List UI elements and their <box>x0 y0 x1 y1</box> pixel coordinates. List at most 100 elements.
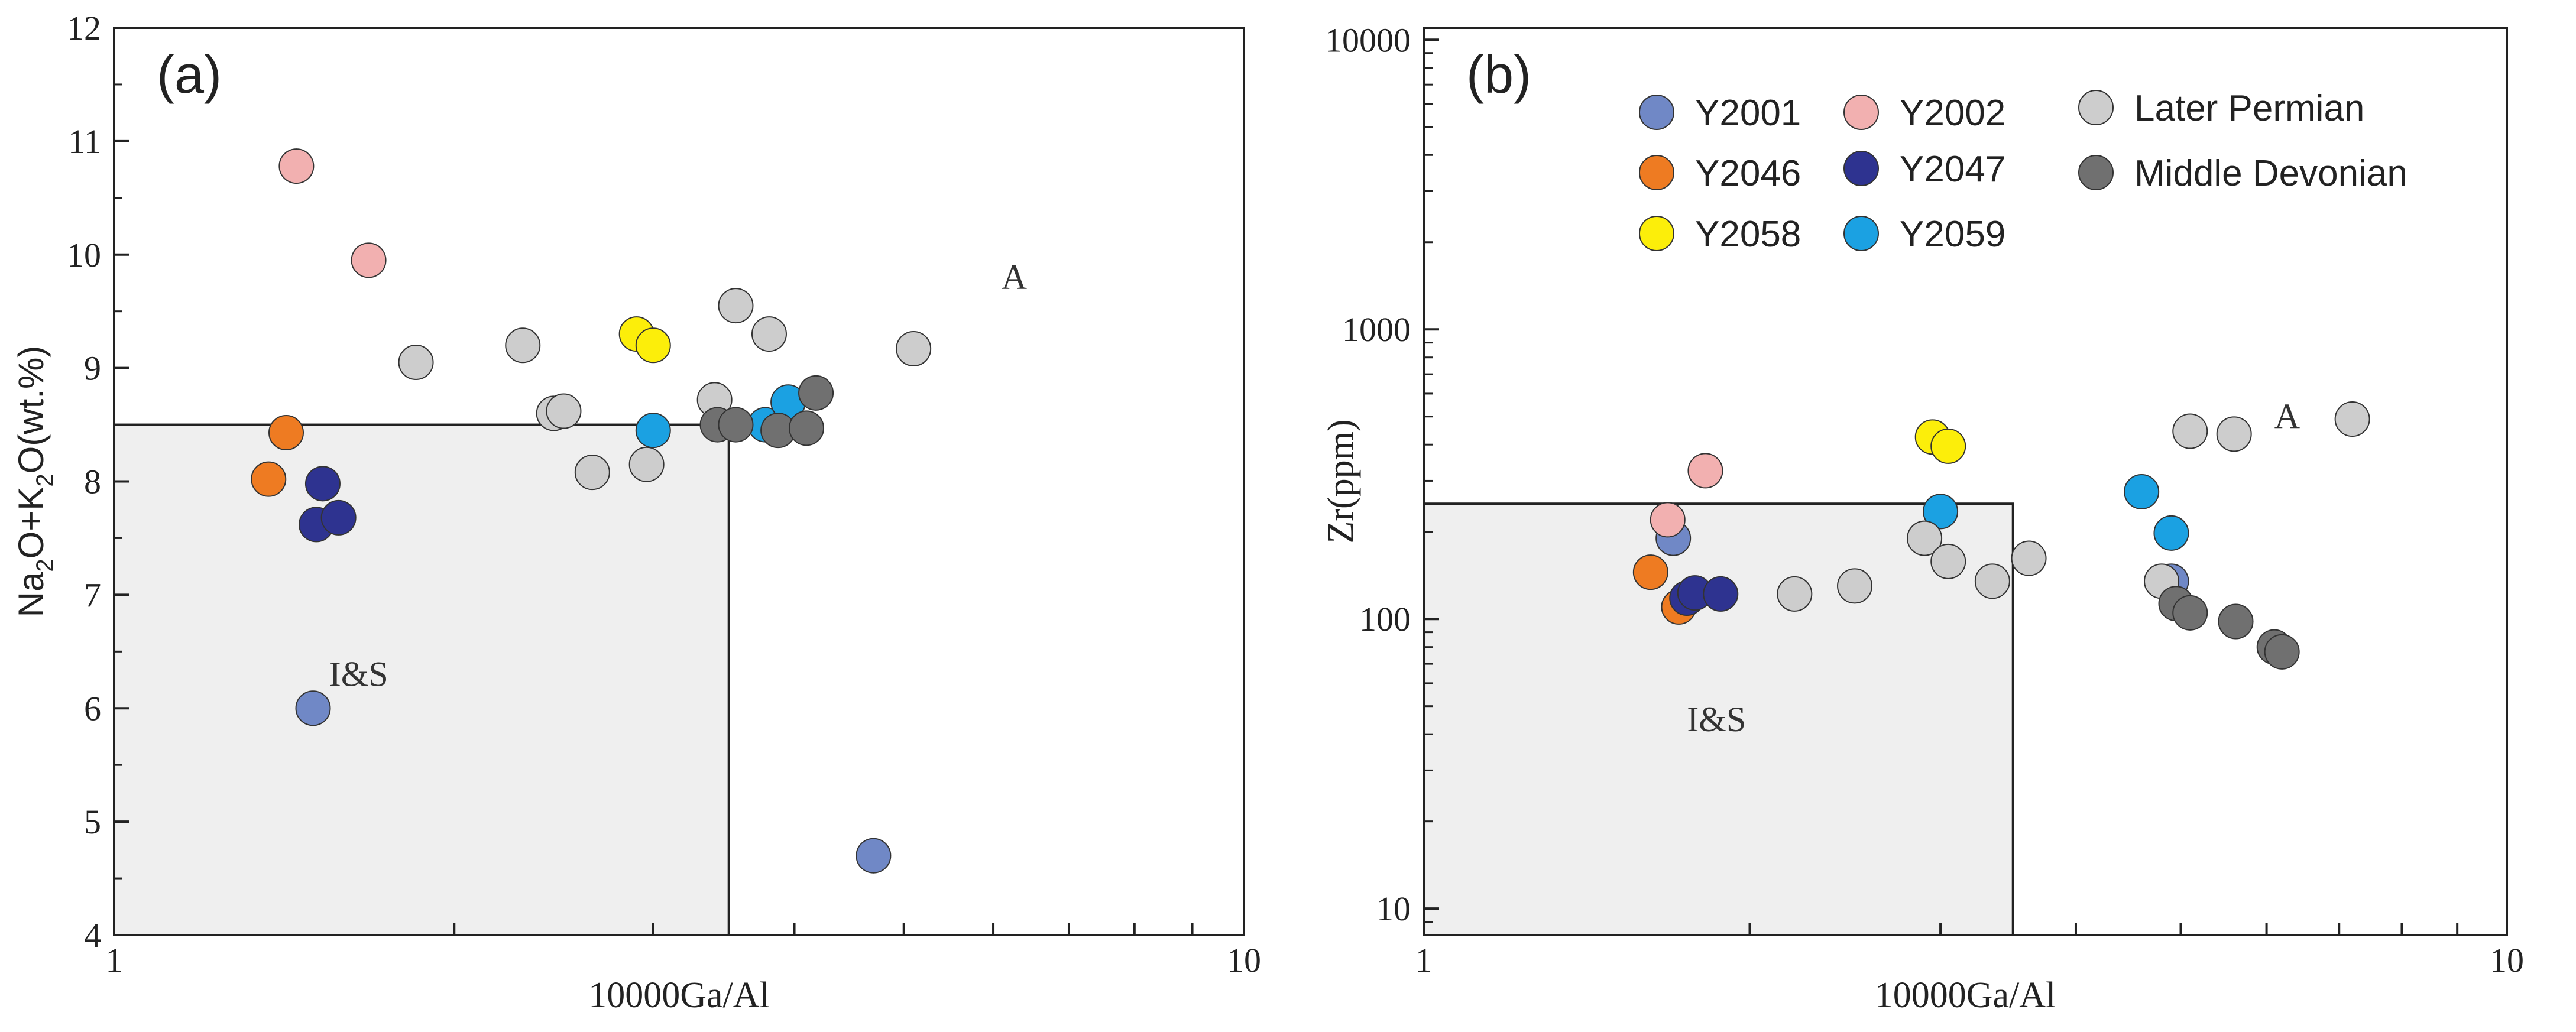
legend-marker-y2002 <box>1843 95 1879 130</box>
point-later-permian <box>1974 563 2010 599</box>
x-tick-label: 10 <box>1227 941 1261 979</box>
point-later-permian <box>2011 540 2047 576</box>
legend: Y2001 Y2002 Later Permian Y2046 Y2047 Middle … <box>1639 88 2407 255</box>
point-later-permian <box>2334 401 2370 437</box>
legend-label-y2059: Y2059 <box>1900 214 2005 255</box>
point-later-permian <box>1777 576 1813 612</box>
y-tick-label: 10000 <box>1325 21 1411 59</box>
y-tick-label: 10 <box>1376 890 1411 928</box>
y-tick-label: 10 <box>67 236 101 274</box>
point-middle-devonian <box>798 375 834 411</box>
point-y2001 <box>856 838 892 874</box>
legend-marker-later-permian <box>2078 90 2114 125</box>
legend-marker-middle-devonian <box>2078 155 2114 190</box>
point-y2058 <box>1930 428 1966 464</box>
legend-marker-y2058 <box>1639 216 1674 251</box>
point-later-permian <box>628 446 665 482</box>
i-s-region-b <box>1423 502 2014 936</box>
points-group-a <box>251 148 932 874</box>
y-label-subscript: 2 <box>32 473 58 486</box>
point-y2002 <box>1650 502 1686 538</box>
point-later-permian <box>1907 520 1943 556</box>
y-axis-label-b: Zr(ppm) <box>1321 419 1361 543</box>
y-axis-label-a: Na2O+K2O(wt.%) <box>11 346 58 618</box>
point-y2002 <box>1687 453 1723 489</box>
legend-label-middle-devonian: Middle Devonian <box>2134 153 2407 194</box>
point-y2047 <box>320 499 357 536</box>
legend-marker-y2059 <box>1843 216 1879 251</box>
y-label-subscript: 2 <box>32 559 58 572</box>
x-tick-label: 1 <box>1415 941 1433 979</box>
y-ticks-b: 10 100 1000 10000 <box>1325 21 1439 928</box>
point-later-permian <box>1837 568 1873 604</box>
point-y2059 <box>2124 473 2160 509</box>
x-ticks-a: 1 10 <box>106 919 1261 979</box>
y-tick-label: 1000 <box>1342 310 1411 349</box>
y-tick-label: 8 <box>84 463 101 501</box>
point-y2059 <box>2153 515 2189 551</box>
y-ticks-a: 4 5 6 7 8 9 10 11 12 <box>67 9 129 955</box>
panel-a: 4 5 6 7 8 9 10 11 12 1 10 (a) I&S A 10000Ga/Al Na… <box>11 9 1261 1015</box>
i-s-region-a <box>113 423 730 936</box>
region-label-is-b: I&S <box>1687 700 1746 739</box>
region-label-is-a: I&S <box>329 655 388 694</box>
point-middle-devonian <box>2172 595 2208 631</box>
point-y2002 <box>278 148 315 184</box>
point-y2059 <box>635 413 671 449</box>
point-y2058 <box>635 327 671 364</box>
point-y2047 <box>304 466 341 502</box>
point-later-permian <box>896 331 932 367</box>
y-tick-label: 7 <box>84 576 101 614</box>
legend-label-later-permian: Later Permian <box>2134 88 2364 129</box>
point-middle-devonian <box>2218 603 2254 640</box>
x-axis-label-a: 10000Ga/Al <box>588 975 770 1015</box>
legend-marker-y2046 <box>1639 155 1674 190</box>
legend-marker-y2001 <box>1639 95 1674 130</box>
panel-label-a: (a) <box>157 46 222 105</box>
legend-label-y2001: Y2001 <box>1695 93 1801 134</box>
point-y2046 <box>1632 554 1668 590</box>
point-y2046 <box>251 461 287 497</box>
point-later-permian <box>751 316 787 352</box>
point-y2059 <box>1923 494 1959 530</box>
y-tick-label: 4 <box>84 916 101 955</box>
point-middle-devonian <box>2264 634 2300 670</box>
y-tick-label: 5 <box>84 803 101 841</box>
y-tick-label: 100 <box>1359 600 1411 638</box>
legend-label-y2002: Y2002 <box>1900 93 2005 134</box>
point-middle-devonian <box>789 410 825 446</box>
point-later-permian <box>2172 413 2208 449</box>
x-tick-label: 1 <box>106 941 123 979</box>
y-tick-label: 6 <box>84 689 101 728</box>
legend-label-y2058: Y2058 <box>1695 214 1801 255</box>
point-later-permian <box>546 393 582 429</box>
legend-label-y2046: Y2046 <box>1695 153 1801 194</box>
y-label-part: Na <box>11 572 51 617</box>
point-y2001 <box>295 690 331 726</box>
y-label-part: O(wt.%) <box>11 346 51 474</box>
y-label-part: O+K <box>11 487 51 559</box>
point-y2047 <box>1703 576 1739 612</box>
x-ticks-b: 1 10 <box>1415 919 2524 979</box>
region-label-a-field-b: A <box>2274 397 2300 436</box>
point-middle-devonian <box>718 407 754 443</box>
point-later-permian <box>574 455 610 491</box>
point-later-permian <box>1930 543 1966 579</box>
legend-label-y2047: Y2047 <box>1900 149 2005 190</box>
y-tick-label: 9 <box>84 349 101 388</box>
legend-marker-y2047 <box>1843 151 1879 186</box>
point-y2002 <box>351 242 387 278</box>
point-later-permian <box>398 345 434 381</box>
y-tick-label: 11 <box>68 122 101 161</box>
points-group-b <box>1632 401 2370 670</box>
point-later-permian <box>505 327 541 364</box>
x-tick-label: 10 <box>2490 941 2524 979</box>
point-later-permian <box>2216 416 2252 452</box>
region-label-a-field-a: A <box>1002 258 1027 297</box>
point-later-permian <box>718 288 754 324</box>
panel-label-b: (b) <box>1466 46 1531 105</box>
x-axis-label-b: 10000Ga/Al <box>1875 975 2056 1015</box>
point-y2046 <box>268 414 304 450</box>
